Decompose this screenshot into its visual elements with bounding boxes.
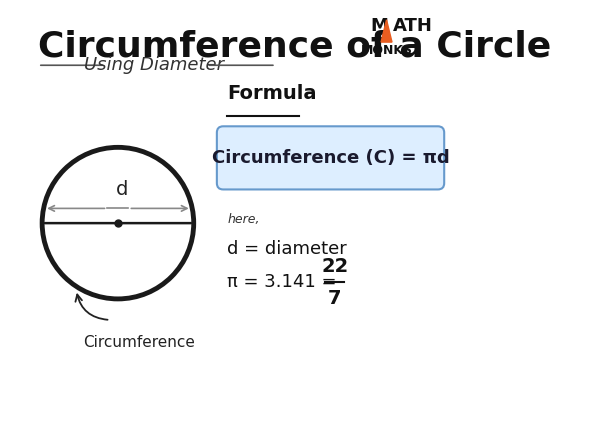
- Text: Formula: Formula: [227, 84, 317, 103]
- Text: 22: 22: [321, 256, 349, 276]
- Text: Circumference of a Circle: Circumference of a Circle: [38, 29, 551, 64]
- Text: MONKS: MONKS: [361, 44, 413, 57]
- FancyBboxPatch shape: [217, 126, 444, 189]
- Text: d: d: [116, 180, 128, 199]
- Text: π = 3.141 =: π = 3.141 =: [227, 273, 343, 291]
- Text: Circumference (C) = πd: Circumference (C) = πd: [212, 149, 449, 167]
- Text: ATH: ATH: [392, 17, 432, 35]
- Text: d = diameter: d = diameter: [227, 240, 347, 258]
- Text: here,: here,: [227, 213, 260, 226]
- Text: Circumference: Circumference: [83, 335, 195, 350]
- Text: 7: 7: [328, 288, 341, 308]
- Text: Using Diameter: Using Diameter: [84, 56, 224, 74]
- Text: M: M: [371, 17, 388, 35]
- Polygon shape: [381, 20, 392, 42]
